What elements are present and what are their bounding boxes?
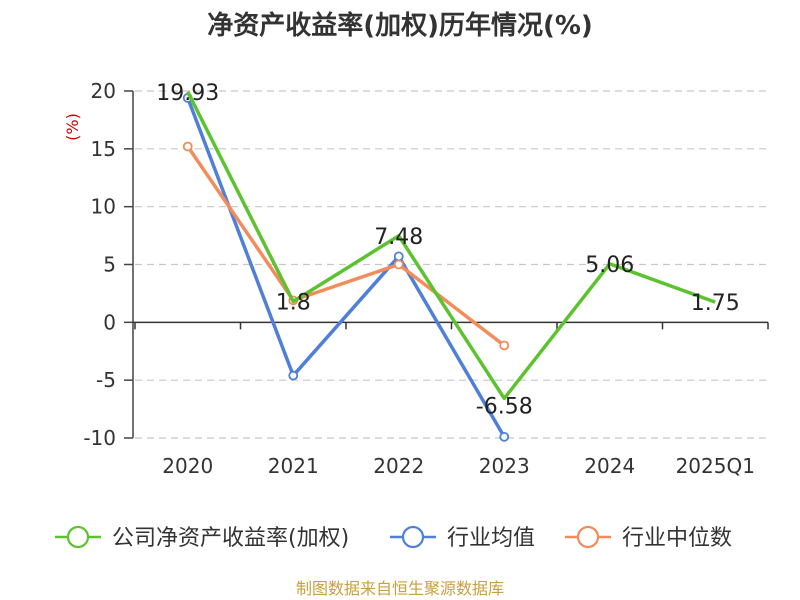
x-tick-label: 2025Q1	[676, 454, 755, 478]
data-point	[393, 251, 404, 262]
x-tick-label: 2022	[373, 454, 424, 478]
series-line-0	[186, 91, 716, 401]
chart-title: 净资产收益率(加权)历年情况(%)	[207, 10, 593, 41]
x-tick-label: 2023	[479, 454, 530, 478]
legend-swatch-marker	[576, 525, 600, 549]
y-tick-label: 10	[91, 195, 116, 219]
series-line-1	[186, 97, 506, 438]
data-label: 7.48	[374, 225, 423, 250]
source-note: 制图数据来自恒生聚源数据库	[296, 579, 504, 598]
y-tick-label: -5	[96, 368, 116, 392]
y-tick-label: -10	[83, 426, 116, 450]
axes: 20 15 10 5 0 -5 -10 2020 2021 2022 2023 2024 2025Q1	[83, 79, 769, 478]
legend-swatch-marker	[66, 525, 90, 549]
data-label: 5.06	[585, 253, 634, 278]
data-label: -6.58	[476, 394, 533, 419]
data-label: 19.93	[156, 81, 219, 106]
y-tick-label: 20	[91, 79, 116, 103]
data-point	[182, 141, 193, 152]
data-point	[499, 431, 510, 442]
legend-swatch-marker	[401, 525, 425, 549]
legend-label: 行业中位数	[622, 526, 732, 551]
x-tick-label: 2020	[162, 454, 213, 478]
y-tick-label: 0	[103, 310, 116, 334]
data-point	[288, 370, 299, 381]
y-tick-label: 5	[103, 253, 116, 277]
data-point	[499, 340, 510, 351]
legend: 公司净资产收益率(加权) 行业均值 行业中位数	[55, 525, 732, 551]
legend-label: 公司净资产收益率(加权)	[112, 526, 349, 551]
series	[182, 91, 716, 442]
data-point	[393, 259, 404, 270]
data-label: 1.8	[276, 291, 311, 316]
grid-lines	[135, 90, 768, 439]
x-tick-label: 2021	[268, 454, 319, 478]
x-tick-label: 2024	[584, 454, 635, 478]
series-line-2	[186, 145, 506, 347]
y-axis-unit: (%)	[63, 113, 82, 141]
data-labels: 19.93 1.8 7.48 -6.58 5.06 1.75	[156, 81, 739, 420]
y-tick-label: 15	[91, 137, 116, 161]
legend-label: 行业均值	[447, 526, 535, 551]
data-label: 1.75	[691, 291, 740, 316]
